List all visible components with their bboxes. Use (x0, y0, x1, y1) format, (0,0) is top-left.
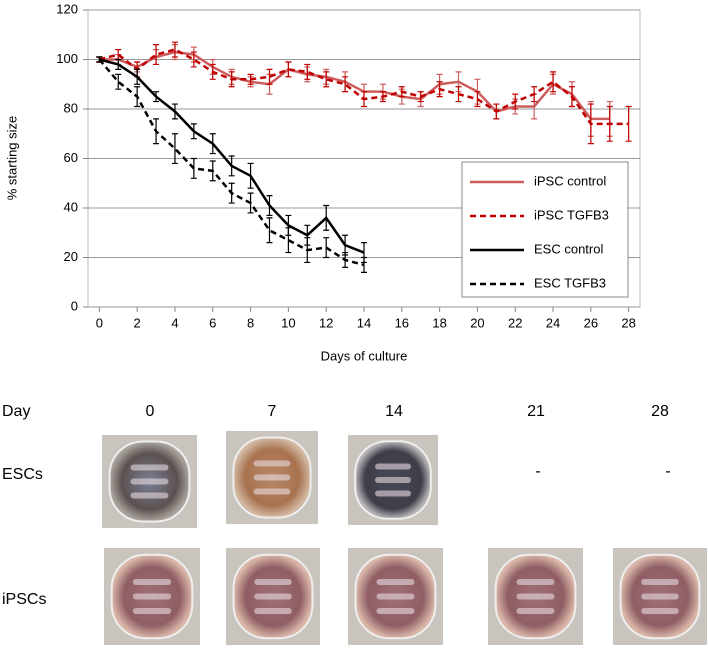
x-tick-label: 10 (281, 315, 295, 330)
x-tick-label: 16 (395, 315, 409, 330)
x-tick-label: 0 (96, 315, 103, 330)
y-tick-label: 120 (56, 1, 78, 16)
tissue-strip (376, 593, 415, 600)
tissue-strip (254, 578, 292, 585)
tissue-strip (641, 608, 679, 615)
x-tick-label: 14 (357, 315, 371, 330)
error-bar (550, 71, 557, 93)
tissue-strip (376, 608, 415, 615)
tissue-strip (130, 478, 169, 485)
day-number: 7 (268, 403, 277, 420)
x-axis-label: Days of culture (321, 348, 408, 363)
tissue-strip (516, 593, 555, 600)
y-axis-label: % starting size (4, 116, 19, 201)
line (99, 58, 365, 254)
tissue-strip (516, 578, 555, 585)
error-bar (266, 68, 273, 85)
error-bar (171, 133, 178, 165)
tissue-strip (130, 492, 169, 499)
line (98, 58, 365, 267)
error-bar (266, 217, 273, 244)
legend-box (461, 161, 629, 298)
x-tick-label: 22 (508, 315, 522, 330)
x-tick-label: 28 (621, 315, 635, 330)
x-tick-label: 6 (209, 315, 216, 330)
line (99, 48, 629, 126)
day-number: 0 (146, 403, 155, 420)
row-label: iPSCs (2, 591, 46, 608)
x-tick-label: 24 (546, 315, 560, 330)
tissue-strip (516, 608, 555, 615)
y-tick-label: 20 (64, 249, 78, 264)
x-tick-label: 18 (432, 315, 446, 330)
error-bar (171, 41, 178, 58)
tissue-strip (132, 593, 172, 600)
x-tick-label: 26 (584, 315, 598, 330)
error-bar (304, 63, 311, 80)
x-tick-label: 2 (134, 315, 141, 330)
x-tick-label: 8 (247, 315, 254, 330)
tissue-strip (253, 460, 291, 467)
tissue-strip (132, 578, 172, 585)
tissue-strip (254, 608, 292, 615)
tissue-strip (254, 593, 292, 600)
tissue-strip (375, 477, 411, 483)
y-tick-label: 80 (64, 100, 78, 115)
line (99, 50, 610, 121)
legend-label: ESC control (534, 241, 603, 256)
y-tick-label: 60 (64, 150, 78, 165)
error-bar (285, 61, 292, 78)
x-tick-label: 20 (470, 315, 484, 330)
missing-mark: - (665, 463, 670, 480)
tissue-strip (253, 474, 291, 481)
error-bar (323, 71, 330, 88)
error-bar (115, 73, 122, 90)
tissue-strip (375, 490, 411, 497)
error-bar (285, 227, 292, 254)
day-number: 28 (651, 403, 669, 420)
row-label: ESCs (2, 466, 43, 483)
day-label: Day (2, 403, 30, 420)
tissue-strip (641, 578, 679, 585)
y-tick-label: 40 (64, 199, 78, 214)
error-bar (153, 44, 160, 66)
tissue-strip (375, 463, 411, 470)
legend-label: iPSC control (534, 173, 606, 188)
tissue-strip (132, 608, 172, 615)
legend-label: ESC TGFB3 (534, 275, 606, 290)
day-number: 14 (385, 403, 403, 420)
error-bar (190, 51, 197, 68)
y-tick-label: 0 (71, 298, 78, 313)
x-tick-label: 12 (319, 315, 333, 330)
tissue-strip (376, 578, 415, 585)
error-bar (625, 105, 632, 142)
missing-mark: - (535, 463, 540, 480)
legend-label: iPSC TGFB3 (534, 207, 609, 222)
x-tick-label: 4 (171, 315, 178, 330)
tissue-strip (253, 488, 291, 495)
tissue-strip (130, 464, 169, 471)
tissue-strip (641, 593, 679, 600)
day-number: 21 (527, 403, 545, 420)
error-bar (342, 76, 349, 93)
photos (102, 431, 707, 645)
y-tick-label: 100 (56, 51, 78, 66)
